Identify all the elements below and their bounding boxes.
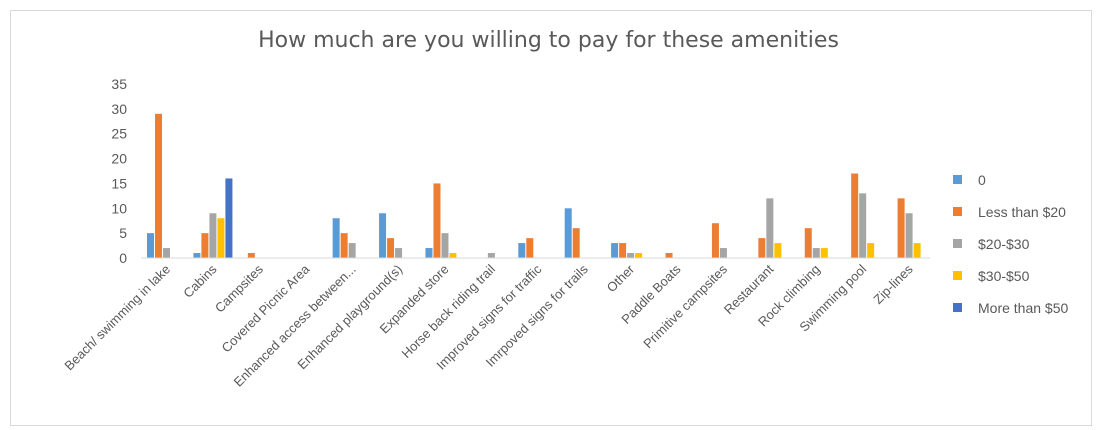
bar bbox=[619, 243, 627, 258]
y-tick-label: 0 bbox=[119, 250, 127, 266]
bar bbox=[851, 173, 859, 258]
bar bbox=[348, 243, 356, 258]
legend-swatch bbox=[953, 175, 962, 184]
x-axis-labels: Beach/ swimming in lake CabinsCampsitesCo… bbox=[61, 261, 916, 390]
y-axis-ticks: 0 5 10 15 20 25 30 35 bbox=[111, 76, 127, 266]
y-tick-label: 5 bbox=[119, 225, 127, 241]
bar bbox=[665, 253, 673, 258]
bar bbox=[719, 248, 727, 258]
bar bbox=[332, 218, 340, 258]
legend-label: $30-$50 bbox=[978, 268, 1030, 284]
bar bbox=[487, 253, 495, 258]
bar bbox=[387, 238, 395, 258]
x-tick-label: Beach/ swimming in lake bbox=[61, 262, 173, 374]
bar bbox=[155, 113, 162, 258]
bar bbox=[804, 228, 812, 258]
x-tick-label: Covered Picnic Area bbox=[218, 261, 312, 355]
bar bbox=[225, 178, 233, 258]
bar bbox=[201, 233, 209, 258]
bar bbox=[859, 193, 867, 258]
bar bbox=[897, 198, 905, 258]
bar bbox=[564, 208, 572, 258]
legend-label: $20-$30 bbox=[978, 236, 1030, 252]
bar bbox=[905, 213, 913, 258]
bar bbox=[395, 248, 403, 258]
y-tick-label: 15 bbox=[111, 175, 127, 191]
legend-label: Less than $20 bbox=[978, 204, 1066, 220]
bar bbox=[193, 253, 201, 258]
bar bbox=[711, 223, 719, 258]
bar bbox=[247, 253, 255, 258]
legend: 0 Less than $20 $20-$30 $30-$50 More than $5… bbox=[953, 172, 1068, 316]
bar bbox=[572, 228, 580, 258]
y-tick-label: 30 bbox=[111, 101, 127, 117]
bar bbox=[758, 238, 766, 258]
bar bbox=[820, 248, 828, 258]
y-tick-label: 25 bbox=[111, 126, 127, 142]
x-tick-label: Zip-lines bbox=[870, 261, 916, 307]
bar bbox=[627, 253, 635, 258]
bar bbox=[611, 243, 619, 258]
legend-label: 0 bbox=[978, 172, 986, 188]
bar bbox=[812, 248, 820, 258]
bar bbox=[217, 218, 225, 258]
bar bbox=[766, 198, 774, 258]
bar bbox=[425, 248, 433, 258]
legend-swatch bbox=[953, 239, 962, 248]
bar bbox=[526, 238, 534, 258]
bar bbox=[913, 243, 921, 258]
y-tick-label: 35 bbox=[111, 76, 127, 92]
bar bbox=[379, 213, 387, 258]
legend-swatch bbox=[953, 271, 962, 280]
legend-swatch bbox=[953, 207, 962, 216]
y-tick-label: 10 bbox=[111, 200, 127, 216]
bar bbox=[433, 183, 441, 258]
bar bbox=[340, 233, 348, 258]
legend-label: More than $50 bbox=[978, 300, 1068, 316]
bar bbox=[147, 233, 154, 258]
bar bbox=[867, 243, 875, 258]
bar bbox=[635, 253, 643, 258]
x-tick-label: Primitive campsites bbox=[640, 261, 730, 351]
bar bbox=[518, 243, 526, 258]
chart-title: How much are you willing to pay for thes… bbox=[258, 28, 839, 53]
x-tick-label: Cabins bbox=[180, 261, 220, 301]
legend-swatch bbox=[953, 303, 962, 312]
y-tick-label: 20 bbox=[111, 151, 127, 167]
bar bbox=[774, 243, 782, 258]
bars bbox=[147, 113, 921, 258]
bar bbox=[449, 253, 457, 258]
bar bbox=[163, 248, 170, 258]
bar bbox=[441, 233, 449, 258]
x-tick-label: Other bbox=[604, 261, 638, 295]
bar bbox=[209, 213, 217, 258]
